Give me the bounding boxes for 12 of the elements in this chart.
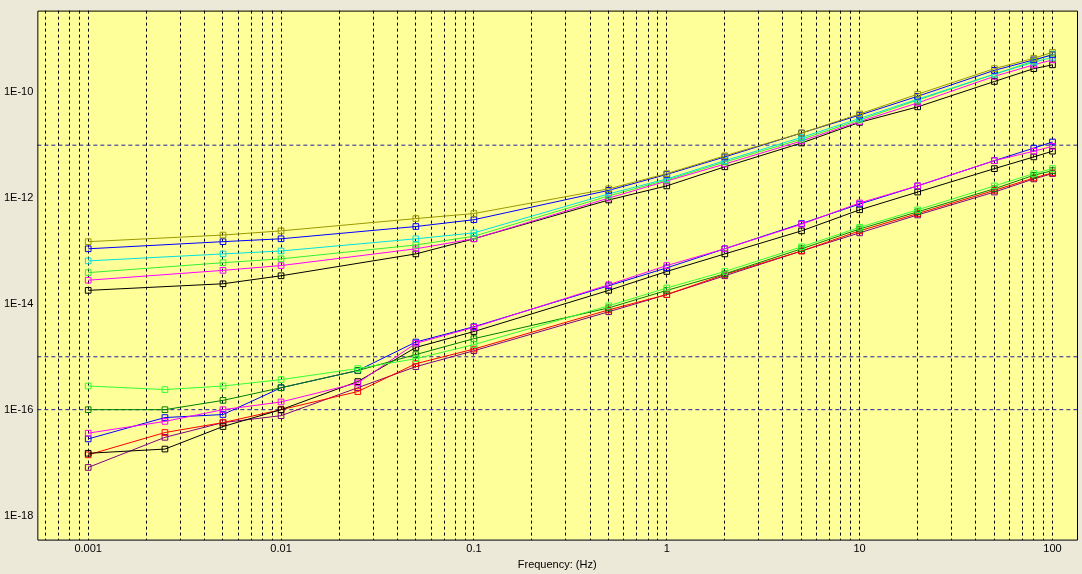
- y-tick-label: 1E-18: [3, 508, 34, 521]
- y-tick-label: 1E-12: [3, 191, 34, 204]
- x-tick-label: 0.01: [270, 542, 292, 555]
- x-tick-label: 1: [663, 542, 670, 555]
- y-tick-label: 1E-16: [3, 402, 34, 415]
- y-tick-label: 1E-14: [3, 296, 34, 309]
- x-tick-label: 0.001: [74, 542, 102, 555]
- y-tick-label: 1E-10: [3, 85, 34, 98]
- x-axis-title: Frequency: (Hz): [517, 558, 597, 571]
- x-tick-label: 100: [1043, 542, 1062, 555]
- x-tick-label: 0.1: [466, 542, 482, 555]
- x-tick-label: 10: [853, 542, 866, 555]
